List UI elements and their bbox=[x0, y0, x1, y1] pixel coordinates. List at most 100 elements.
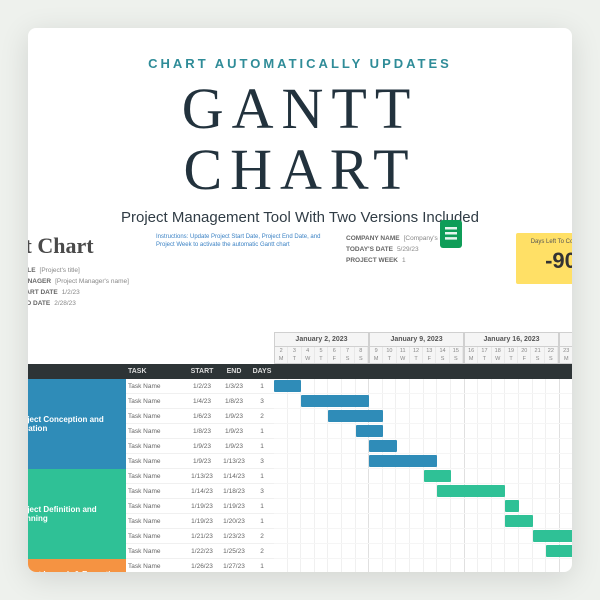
task-row: Task Name 1/2/23 1/3/23 1 bbox=[126, 379, 274, 394]
day-num: 3 bbox=[288, 347, 301, 355]
instructions-text: Instructions: Update Project Start Date,… bbox=[156, 233, 346, 250]
task-name: Task Name bbox=[126, 518, 186, 525]
product-card: CHART AUTOMATICALLY UPDATES GANTT CHART … bbox=[28, 28, 572, 572]
calendar-header: January 2, 2023 2345678 MTWTFSSJanuary 9… bbox=[28, 332, 572, 364]
task-name: Task Name bbox=[126, 383, 186, 390]
task-name: Task Name bbox=[126, 503, 186, 510]
task-days: 2 bbox=[250, 533, 274, 540]
task-start: 1/21/23 bbox=[186, 533, 218, 540]
dow: M bbox=[465, 355, 478, 363]
task-days: 1 bbox=[250, 428, 274, 435]
task-end: 1/3/23 bbox=[218, 383, 250, 390]
gantt-row bbox=[274, 499, 572, 514]
gantt-row bbox=[274, 454, 572, 469]
dow: T bbox=[383, 355, 396, 363]
gantt-row bbox=[274, 484, 572, 499]
task-row: Task Name 1/19/23 1/20/23 1 bbox=[126, 514, 274, 529]
gantt-bar bbox=[301, 395, 369, 407]
col-start: START bbox=[186, 364, 218, 379]
gantt-row bbox=[274, 544, 572, 559]
dow: W bbox=[492, 355, 505, 363]
tagline: CHART AUTOMATICALLY UPDATES bbox=[68, 56, 532, 71]
meta-label: COMPANY NAME bbox=[346, 233, 400, 244]
dow: M bbox=[275, 355, 288, 363]
meta-label: OJECT MANAGER bbox=[28, 276, 51, 287]
task-end: 1/18/23 bbox=[218, 488, 250, 495]
task-start: 1/19/23 bbox=[186, 503, 218, 510]
task-start: 1/13/23 bbox=[186, 473, 218, 480]
meta-value: [Project's title] bbox=[40, 267, 80, 274]
dow: W bbox=[302, 355, 315, 363]
task-name: Task Name bbox=[126, 533, 186, 540]
task-name: Task Name bbox=[126, 398, 186, 405]
col-phase: PHASE bbox=[28, 364, 126, 379]
day-num: 9 bbox=[370, 347, 383, 355]
week-column: January 16, 2023 16171819202122 MTWTFSS bbox=[464, 332, 559, 364]
company-meta: COMPANY NAME[Company's name]TODAY'S DATE… bbox=[346, 233, 516, 266]
dow: S bbox=[341, 355, 354, 363]
day-num: 2 bbox=[275, 347, 288, 355]
task-start: 1/2/23 bbox=[186, 383, 218, 390]
table-header-row: PHASE TASK START END DAYS bbox=[28, 364, 572, 379]
task-row: Task Name 1/4/23 1/8/23 3 bbox=[126, 394, 274, 409]
task-name: Task Name bbox=[126, 458, 186, 465]
task-end: 1/19/23 bbox=[218, 503, 250, 510]
day-num: 13 bbox=[423, 347, 436, 355]
task-start: 1/9/23 bbox=[186, 443, 218, 450]
task-days: 3 bbox=[250, 488, 274, 495]
dow: W bbox=[397, 355, 410, 363]
task-row: Task Name 1/9/23 1/9/23 1 bbox=[126, 439, 274, 454]
phase-label: 1 Project Conception and Initiation bbox=[28, 379, 126, 469]
day-num: 20 bbox=[518, 347, 531, 355]
task-end: 1/14/23 bbox=[218, 473, 250, 480]
day-num: 10 bbox=[383, 347, 396, 355]
gantt-bar bbox=[533, 530, 572, 542]
task-name: Task Name bbox=[126, 563, 186, 570]
dow: S bbox=[531, 355, 544, 363]
gantt-bar bbox=[356, 425, 383, 437]
task-name: Task Name bbox=[126, 488, 186, 495]
task-row: Task Name 1/19/23 1/19/23 1 bbox=[126, 499, 274, 514]
gantt-row bbox=[274, 379, 572, 394]
gantt-row bbox=[274, 409, 572, 424]
dow: T bbox=[315, 355, 328, 363]
task-end: 1/13/23 bbox=[218, 458, 250, 465]
day-num: 12 bbox=[410, 347, 423, 355]
week-column: January 9, 2023 9101112131415 MTWTFSS bbox=[369, 332, 464, 364]
dow: S bbox=[436, 355, 449, 363]
days-left-label: Days Left To Complete bbox=[520, 239, 572, 245]
gantt-bar bbox=[369, 440, 396, 452]
gantt-bar bbox=[505, 500, 519, 512]
phase-name: Project Conception and Initiation bbox=[28, 415, 126, 433]
day-num: 5 bbox=[315, 347, 328, 355]
dow: T bbox=[505, 355, 518, 363]
day-num: 7 bbox=[341, 347, 354, 355]
dow: F bbox=[518, 355, 531, 363]
gantt-row bbox=[274, 514, 572, 529]
day-num: 17 bbox=[478, 347, 491, 355]
week-title: January 2, 2023 bbox=[275, 333, 368, 347]
dow: T bbox=[478, 355, 491, 363]
gantt-row bbox=[274, 439, 572, 454]
gantt-row bbox=[274, 469, 572, 484]
task-end: 1/9/23 bbox=[218, 413, 250, 420]
meta-value: 1/2/23 bbox=[62, 289, 80, 296]
sheet-title: antt Chart bbox=[28, 233, 148, 259]
task-row: Task Name 1/8/23 1/9/23 1 bbox=[126, 424, 274, 439]
spreadsheet-preview: antt Chart Instructions: Update Project … bbox=[28, 233, 572, 572]
task-name: Task Name bbox=[126, 548, 186, 555]
gantt-bar bbox=[274, 380, 301, 392]
dow: T bbox=[410, 355, 423, 363]
task-end: 1/9/23 bbox=[218, 443, 250, 450]
phase-group: 1 Project Conception and Initiation Task… bbox=[28, 379, 572, 469]
task-name: Task Name bbox=[126, 413, 186, 420]
week-title: January 23, bbox=[560, 333, 572, 347]
task-days: 2 bbox=[250, 413, 274, 420]
task-row: Task Name 1/14/23 1/18/23 3 bbox=[126, 484, 274, 499]
gantt-row bbox=[274, 424, 572, 439]
day-num: 21 bbox=[531, 347, 544, 355]
task-days: 1 bbox=[250, 503, 274, 510]
col-days: DAYS bbox=[250, 364, 274, 379]
task-days: 1 bbox=[250, 443, 274, 450]
task-row: Task Name 1/13/23 1/14/23 1 bbox=[126, 469, 274, 484]
